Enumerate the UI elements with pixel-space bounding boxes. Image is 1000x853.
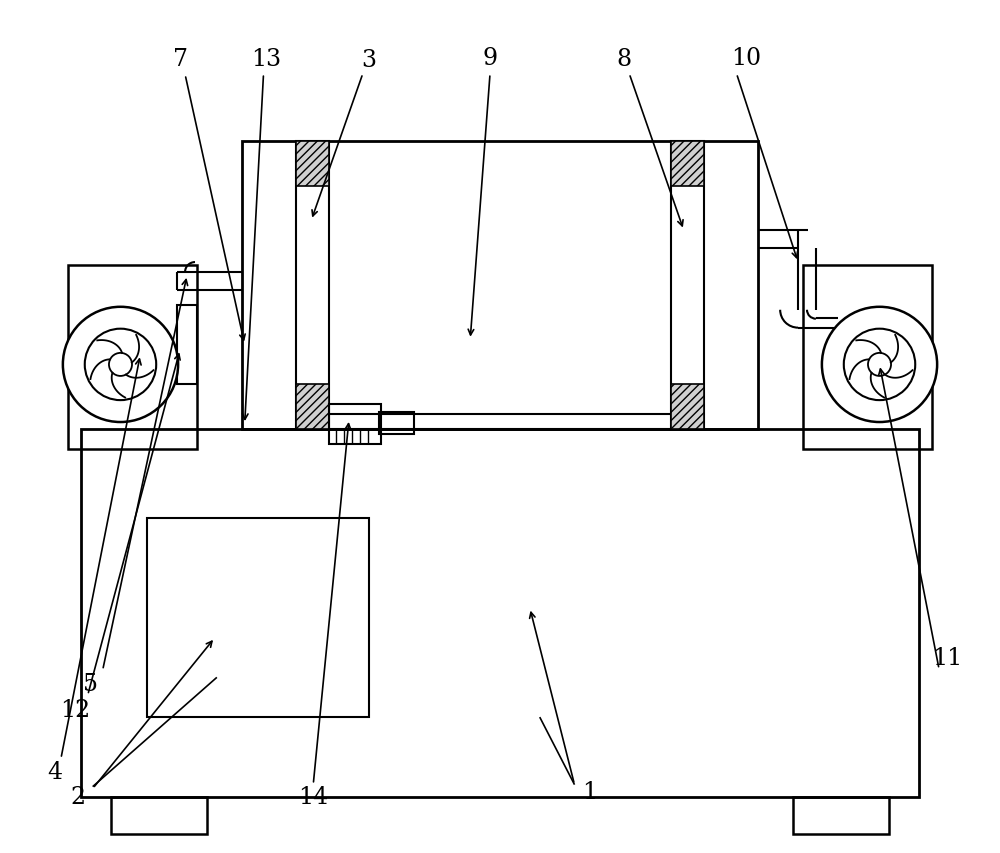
- Bar: [68, 266, 197, 450]
- Bar: [671, 142, 704, 429]
- Bar: [671, 385, 704, 429]
- Bar: [296, 142, 329, 186]
- Text: 10: 10: [731, 47, 761, 70]
- Text: 11: 11: [932, 647, 962, 670]
- Text: 14: 14: [298, 785, 328, 808]
- Text: 2: 2: [70, 785, 85, 808]
- Circle shape: [109, 353, 132, 376]
- Bar: [379, 413, 414, 434]
- Circle shape: [63, 307, 178, 422]
- Bar: [296, 142, 329, 429]
- Circle shape: [868, 353, 891, 376]
- Bar: [296, 385, 329, 429]
- Bar: [671, 142, 704, 186]
- Circle shape: [844, 329, 915, 401]
- Text: 1: 1: [582, 780, 597, 804]
- Bar: [793, 797, 889, 834]
- Text: 7: 7: [173, 48, 188, 71]
- Text: 8: 8: [617, 48, 632, 71]
- Bar: [177, 305, 197, 385]
- Text: 13: 13: [251, 48, 282, 71]
- Text: 5: 5: [83, 672, 98, 695]
- Circle shape: [822, 307, 937, 422]
- Bar: [81, 429, 919, 797]
- Bar: [329, 404, 381, 444]
- Text: 12: 12: [60, 698, 90, 721]
- Bar: [147, 519, 369, 717]
- Text: 9: 9: [483, 47, 498, 70]
- Bar: [111, 797, 207, 834]
- Circle shape: [85, 329, 156, 401]
- Bar: [803, 266, 932, 450]
- Bar: [242, 142, 758, 429]
- Text: 4: 4: [47, 760, 62, 783]
- Text: 3: 3: [361, 49, 376, 72]
